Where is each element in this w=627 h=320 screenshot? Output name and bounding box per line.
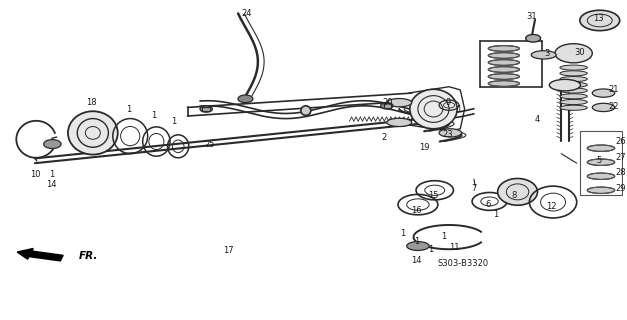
Ellipse shape: [410, 89, 457, 129]
Ellipse shape: [560, 94, 587, 99]
Text: 5: 5: [596, 156, 601, 164]
Text: 1: 1: [49, 170, 55, 179]
Ellipse shape: [439, 129, 461, 137]
Text: 17: 17: [223, 246, 233, 255]
Ellipse shape: [381, 103, 393, 109]
Text: 20: 20: [382, 98, 393, 107]
Ellipse shape: [593, 89, 614, 97]
Text: 29: 29: [615, 184, 626, 193]
Text: 22: 22: [609, 102, 619, 111]
Text: 18: 18: [86, 98, 97, 107]
Text: 27: 27: [615, 153, 626, 162]
Text: 12: 12: [547, 202, 557, 211]
Ellipse shape: [560, 71, 587, 76]
Ellipse shape: [68, 111, 118, 155]
Text: 8: 8: [512, 190, 517, 200]
Ellipse shape: [488, 67, 519, 72]
Text: 6: 6: [485, 200, 490, 209]
Ellipse shape: [525, 35, 540, 42]
Text: 28: 28: [615, 168, 626, 177]
Ellipse shape: [531, 51, 556, 59]
Ellipse shape: [555, 44, 593, 63]
Ellipse shape: [387, 118, 412, 126]
Text: 19: 19: [419, 143, 429, 152]
Text: 7: 7: [472, 184, 477, 193]
Ellipse shape: [488, 52, 519, 58]
Text: 1: 1: [493, 210, 498, 219]
Ellipse shape: [560, 100, 587, 105]
Text: FR.: FR.: [79, 251, 98, 260]
Text: 14: 14: [46, 180, 57, 189]
Text: 16: 16: [411, 206, 422, 215]
Ellipse shape: [387, 99, 412, 107]
Ellipse shape: [587, 145, 614, 151]
Ellipse shape: [498, 179, 537, 205]
Ellipse shape: [560, 82, 587, 87]
Text: 1: 1: [441, 232, 446, 241]
Text: 1: 1: [400, 229, 405, 238]
Ellipse shape: [488, 46, 519, 51]
Ellipse shape: [44, 140, 61, 148]
Ellipse shape: [488, 74, 519, 79]
Ellipse shape: [407, 242, 429, 251]
Text: 10: 10: [29, 170, 40, 179]
Text: 2: 2: [381, 133, 386, 142]
Ellipse shape: [560, 105, 587, 110]
Ellipse shape: [200, 106, 213, 112]
Text: 14: 14: [411, 256, 422, 265]
Ellipse shape: [560, 65, 587, 70]
Ellipse shape: [587, 173, 614, 180]
Text: 11: 11: [449, 243, 460, 252]
Text: 4: 4: [535, 115, 540, 124]
Text: 3: 3: [545, 49, 550, 58]
Text: S303-B3320: S303-B3320: [437, 259, 488, 268]
Text: 1: 1: [456, 105, 461, 114]
Ellipse shape: [488, 60, 519, 65]
Ellipse shape: [549, 79, 581, 91]
Ellipse shape: [560, 88, 587, 93]
Text: 9: 9: [445, 98, 450, 107]
Text: 13: 13: [593, 14, 604, 23]
Ellipse shape: [301, 106, 311, 116]
Ellipse shape: [593, 103, 614, 112]
Ellipse shape: [587, 159, 614, 165]
Text: 31: 31: [526, 12, 537, 21]
Ellipse shape: [560, 76, 587, 82]
Text: 24: 24: [241, 9, 252, 18]
Ellipse shape: [587, 187, 614, 194]
Text: 25: 25: [204, 140, 214, 148]
Text: 15: 15: [428, 190, 439, 200]
Text: 26: 26: [615, 137, 626, 146]
Text: 1: 1: [126, 105, 131, 114]
FancyArrow shape: [17, 248, 63, 261]
Bar: [203, 107, 210, 111]
Text: 1: 1: [171, 117, 176, 126]
Bar: [580, 131, 622, 195]
Ellipse shape: [238, 95, 253, 103]
Text: 1: 1: [428, 245, 433, 254]
Text: 23: 23: [443, 130, 453, 139]
Ellipse shape: [580, 10, 619, 31]
Text: 30: 30: [574, 48, 585, 57]
Text: 21: 21: [609, 85, 619, 94]
Ellipse shape: [488, 81, 519, 86]
Text: 1: 1: [150, 111, 156, 120]
Bar: [384, 103, 391, 108]
Text: 1: 1: [414, 237, 419, 246]
